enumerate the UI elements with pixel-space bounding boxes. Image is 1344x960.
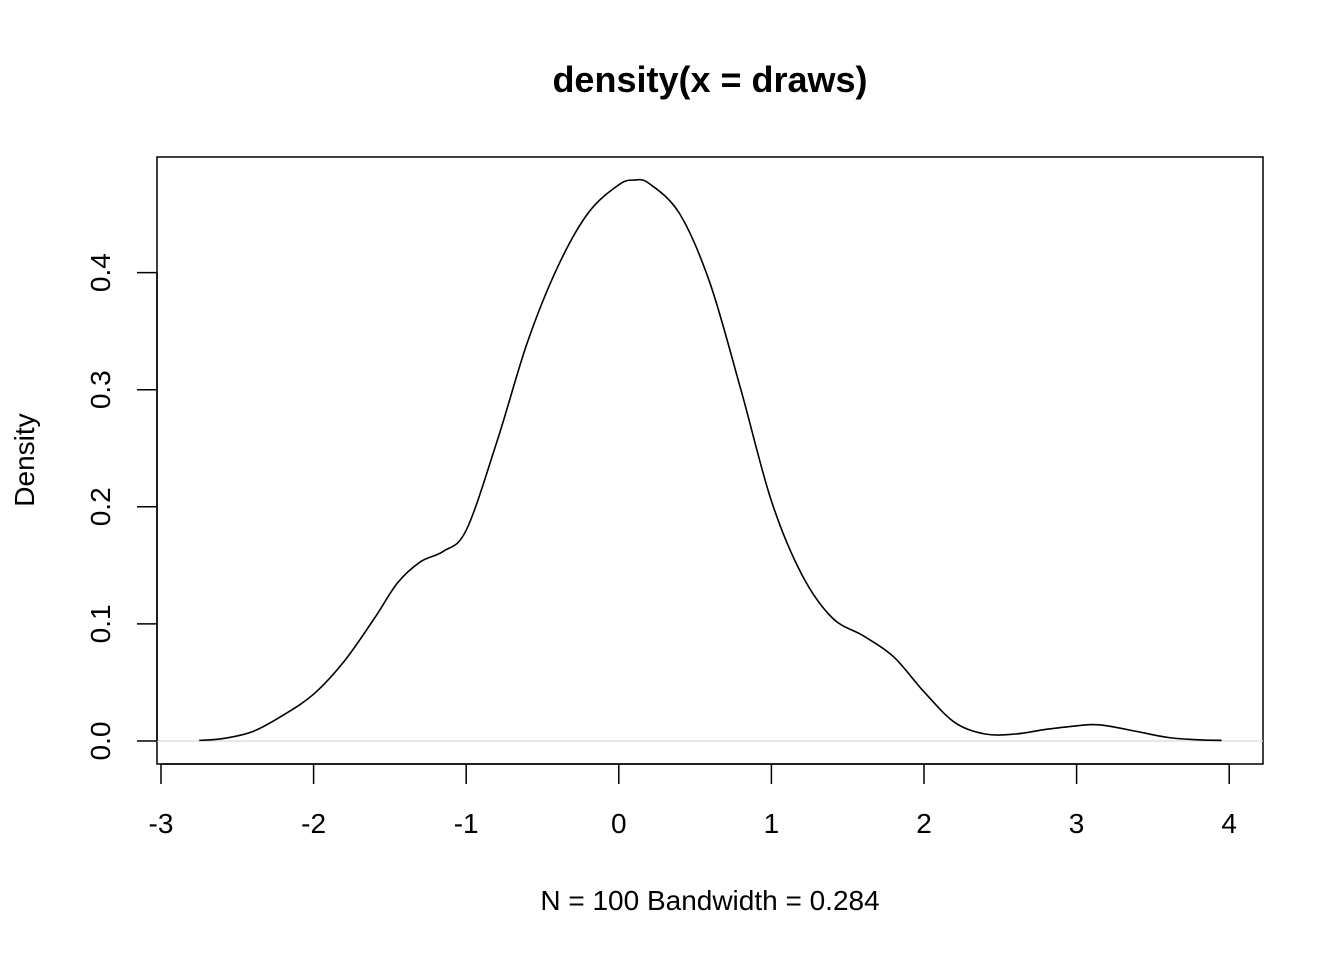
x-tick-label: 4 [1221,808,1237,839]
x-tick-label: -1 [454,808,479,839]
y-tick-label: 0.3 [85,370,116,409]
chart-title: density(x = draws) [552,59,867,100]
x-axis-label: N = 100 Bandwidth = 0.284 [540,885,879,916]
y-tick-label: 0.1 [85,604,116,643]
x-tick-label: -3 [149,808,174,839]
x-tick-label: -2 [301,808,326,839]
plot-frame [156,156,1264,765]
density-curve [199,178,1222,742]
y-tick-label: 0.0 [85,722,116,761]
x-tick-label: 3 [1069,808,1085,839]
x-tick-label: 1 [764,808,780,839]
y-axis-label: Density [9,413,40,506]
x-tick-label: 2 [916,808,932,839]
y-axis: 0.0 0.1 0.2 0.3 0.4 [85,253,158,761]
y-tick-label: 0.4 [85,253,116,292]
y-tick-label: 0.2 [85,487,116,526]
x-axis: -3 -2 -1 0 1 2 3 4 [149,763,1237,839]
x-tick-label: 0 [611,808,627,839]
